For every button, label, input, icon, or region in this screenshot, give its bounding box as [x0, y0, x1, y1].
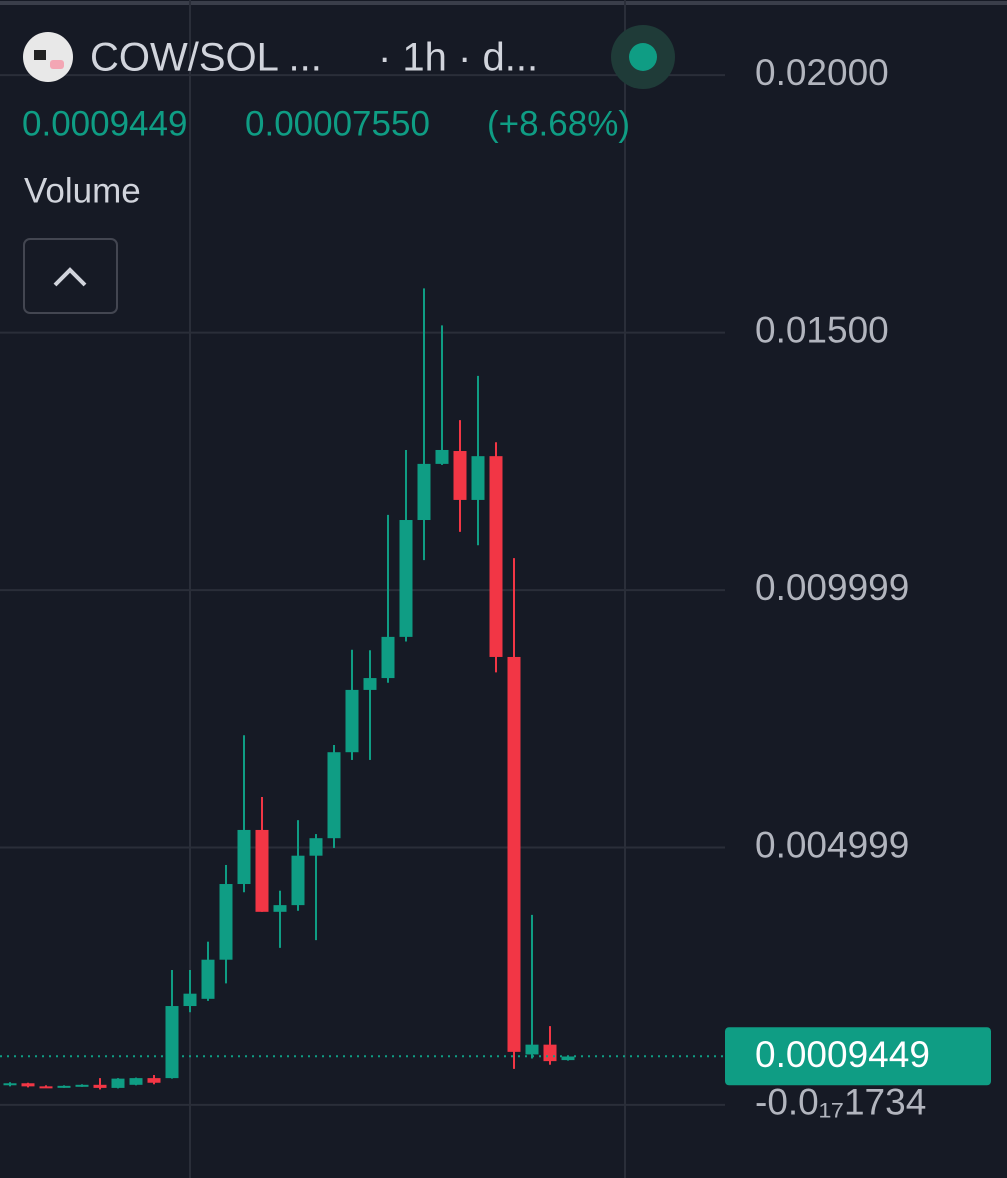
- candle-body: [183, 993, 197, 1007]
- candle-body: [147, 1078, 161, 1083]
- candle-body: [507, 656, 521, 1052]
- token-icon-nose: [50, 60, 64, 69]
- candle-body: [417, 463, 431, 521]
- candle-body: [381, 636, 395, 679]
- candle-body: [255, 829, 269, 912]
- candle-body: [345, 689, 359, 753]
- candle-body: [201, 959, 215, 999]
- candle-body: [399, 520, 413, 637]
- pair-title: COW/SOL ...: [90, 36, 322, 80]
- candle-body: [453, 451, 467, 500]
- candle-body: [525, 1044, 539, 1055]
- collapse-button[interactable]: [23, 238, 118, 314]
- header: COW/SOL ... · 1h · d... 0.0009449 0.0000…: [22, 25, 675, 314]
- chevron-up: [53, 267, 87, 287]
- candle-body: [471, 456, 485, 500]
- candle-body: [291, 855, 305, 906]
- candle-body: [93, 1084, 107, 1088]
- candle-body: [39, 1086, 53, 1089]
- header-change: 0.00007550: [245, 104, 430, 143]
- header-change-pct: (+8.68%): [487, 104, 630, 143]
- volume-label: Volume: [24, 171, 141, 210]
- candle-body: [219, 884, 233, 960]
- last-price-label: 0.0009449: [755, 1034, 930, 1075]
- candle-body: [327, 752, 341, 839]
- candle-body: [309, 838, 323, 856]
- token-icon-spot: [34, 50, 46, 60]
- candle-body: [3, 1083, 17, 1086]
- candle-body: [21, 1083, 35, 1087]
- y-tick-label: 0.01500: [755, 309, 889, 350]
- interval: · 1h · d...: [378, 36, 538, 80]
- y-tick-label: 0.004999: [755, 824, 909, 865]
- candle-body: [129, 1078, 143, 1085]
- candle-body: [75, 1084, 89, 1087]
- candle-body: [57, 1085, 71, 1088]
- candle-body: [237, 829, 251, 885]
- y-tick-label: 0.02000: [755, 52, 889, 93]
- y-tick-label: 0.009999: [755, 567, 909, 608]
- candle-body: [165, 1006, 179, 1079]
- candle-body: [273, 905, 287, 912]
- plot: [0, 74, 725, 1106]
- y-tick-label: -0.0₁₇1734: [755, 1082, 926, 1123]
- candle-body: [363, 678, 377, 690]
- header-price: 0.0009449: [22, 104, 187, 143]
- candle-body: [561, 1056, 575, 1061]
- last-price-box: [725, 1027, 991, 1086]
- candle-body: [111, 1078, 125, 1088]
- token-icon: [23, 32, 73, 82]
- candle-body: [435, 449, 449, 464]
- candle-body: [489, 456, 503, 657]
- candle-body: [543, 1044, 557, 1062]
- status-dot: [629, 43, 657, 71]
